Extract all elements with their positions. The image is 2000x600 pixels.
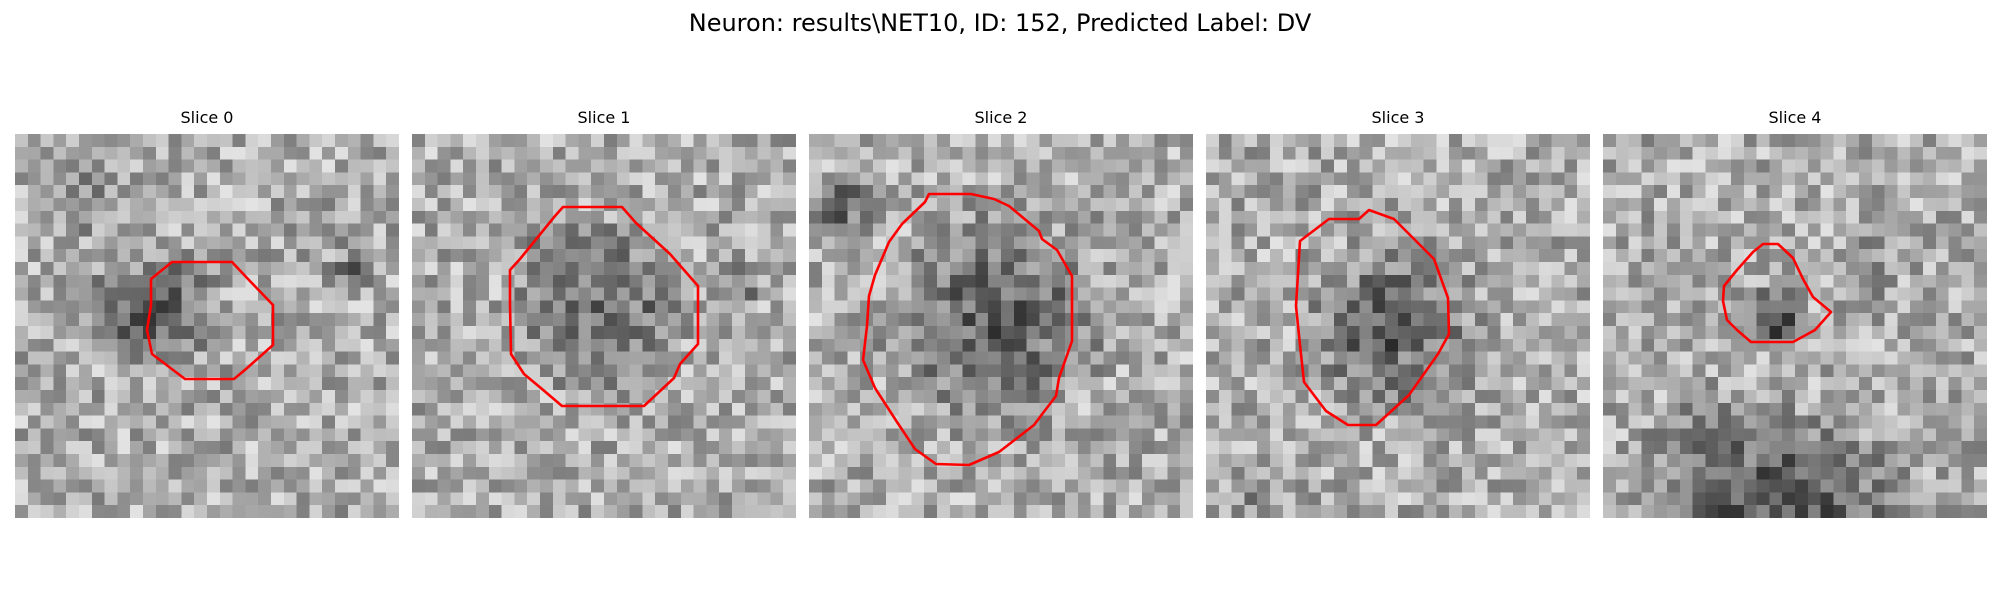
slice-image bbox=[1603, 134, 1987, 518]
slice-image bbox=[809, 134, 1193, 518]
slice-panel-2: Slice 2 bbox=[809, 108, 1193, 518]
slice-panel-1: Slice 1 bbox=[412, 108, 796, 518]
roi-contour bbox=[1294, 208, 1451, 427]
roi-contour bbox=[145, 260, 275, 381]
slice-panel-0: Slice 0 bbox=[15, 108, 399, 518]
slice-image bbox=[412, 134, 796, 518]
roi-contour bbox=[861, 192, 1074, 467]
slice-title: Slice 0 bbox=[180, 108, 234, 127]
figure-title: Neuron: results\NET10, ID: 152, Predicte… bbox=[688, 9, 1312, 37]
slice-panel-4: Slice 4 bbox=[1603, 108, 1987, 518]
slice-image bbox=[15, 134, 399, 518]
slice-title: Slice 1 bbox=[577, 108, 631, 127]
slice-title: Slice 3 bbox=[1371, 108, 1425, 127]
slice-title: Slice 4 bbox=[1768, 108, 1822, 127]
roi-contour bbox=[1721, 242, 1833, 344]
slice-panel-3: Slice 3 bbox=[1206, 108, 1590, 518]
roi-contour bbox=[508, 205, 700, 408]
slice-image bbox=[1206, 134, 1590, 518]
slice-title: Slice 2 bbox=[974, 108, 1028, 127]
